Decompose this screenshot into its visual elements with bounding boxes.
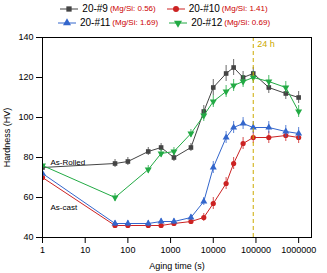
svg-text:24 h: 24 h bbox=[257, 39, 275, 49]
html-text:20-#9(Mg/Si: 0.56): 20-#9(Mg/Si: 0.56) bbox=[82, 3, 156, 14]
svg-text:100000: 100000 bbox=[241, 245, 271, 255]
html-text:20-#12(Mg/Si: 0.69): 20-#12(Mg/Si: 0.69) bbox=[191, 17, 271, 28]
svg-text:1000: 1000 bbox=[161, 245, 181, 255]
svg-text:120: 120 bbox=[18, 72, 33, 82]
svg-text:40: 40 bbox=[23, 232, 33, 242]
svg-text:1000000: 1000000 bbox=[281, 245, 316, 255]
svg-text:10000: 10000 bbox=[201, 245, 226, 255]
svg-text:As-cast: As-cast bbox=[51, 203, 78, 212]
svg-text:100: 100 bbox=[18, 112, 33, 122]
svg-text:10: 10 bbox=[80, 245, 90, 255]
svg-text:As-Rolled: As-Rolled bbox=[51, 158, 86, 167]
svg-text:1: 1 bbox=[40, 245, 45, 255]
svg-text:80: 80 bbox=[23, 152, 33, 162]
svg-text:Aging time (s): Aging time (s) bbox=[149, 261, 205, 271]
svg-text:Hardness (HV): Hardness (HV) bbox=[2, 108, 12, 168]
svg-text:60: 60 bbox=[23, 192, 33, 202]
html-text:20-#10(Mg/Si: 1.41): 20-#10(Mg/Si: 1.41) bbox=[188, 3, 268, 14]
svg-text:140: 140 bbox=[18, 32, 33, 42]
html-text:20-#11(Mg/Si: 1.69): 20-#11(Mg/Si: 1.69) bbox=[79, 17, 159, 28]
svg-text:100: 100 bbox=[120, 245, 135, 255]
